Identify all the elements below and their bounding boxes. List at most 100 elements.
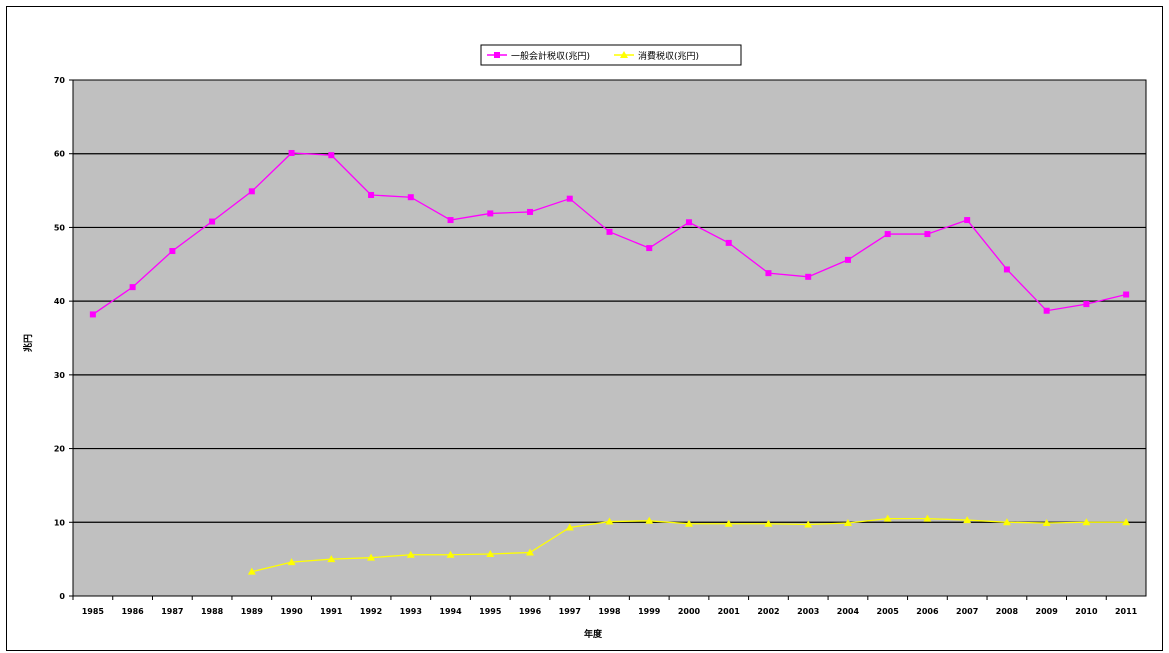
x-tick-label: 1992 [360,607,382,616]
series-1-point [1043,307,1050,314]
series-1-point [407,194,414,201]
series-2-point [565,523,574,531]
series-1-point [328,152,335,159]
series-2-point [804,520,813,528]
y-axis-ticks: 0 10 20 30 40 50 60 70 [54,76,73,601]
series-2-point [843,519,852,527]
series-1-point [606,228,613,235]
series-1-point [89,311,96,318]
x-tick-label: 2007 [956,607,978,616]
series-1 [89,149,1130,318]
y-tick-label: 70 [54,76,66,85]
series-2-point [684,519,693,527]
line-chart: 0 10 20 30 40 50 60 70 1985 1986 1987 1988 1989 1990… [22,44,1147,640]
y-tick-label: 20 [54,445,66,454]
x-tick-label: 1991 [320,607,343,616]
series-1-point [805,273,812,280]
x-tick-label: 2004 [837,607,860,616]
series-2-point [883,514,892,522]
chart-frame: 0 10 20 30 40 50 60 70 1985 1986 1987 1988 1989 1990… [6,6,1163,651]
series-2-point [1042,519,1051,527]
series-2 [247,514,1131,575]
plot-area [72,79,1147,597]
series-1-point [1083,301,1090,308]
x-tick-label: 2010 [1075,607,1098,616]
series-2-point [327,555,336,563]
legend-marker-series-2 [620,51,628,58]
x-tick-label: 1987 [161,607,183,616]
x-tick-label: 1995 [479,607,502,616]
series-2-point [247,567,256,575]
x-tick-label: 1985 [82,607,105,616]
x-tick-label: 1994 [439,607,462,616]
y-tick-label: 10 [54,518,66,527]
x-tick-label: 2005 [877,607,900,616]
series-2-point [287,558,296,566]
x-tick-label: 1998 [598,607,621,616]
series-1-point [129,284,136,291]
x-axis-title: 年度 [584,628,603,640]
series-1-point [169,248,176,255]
series-2-point [486,549,495,557]
x-tick-label: 1989 [241,607,264,616]
series-2-point [1002,518,1011,526]
x-tick-label: 2011 [1115,607,1138,616]
series-2-point [963,516,972,524]
x-tick-label: 1997 [559,607,581,616]
series-1-point [1123,291,1130,298]
x-tick-label: 1999 [638,607,661,616]
series-2-point [406,550,415,558]
series-1-point [527,208,534,215]
series-2-point [1082,518,1091,526]
series-2-point [1122,518,1131,526]
series-1-point [566,195,573,202]
series-1-point [725,239,732,246]
x-tick-label: 2002 [757,607,779,616]
series-1-point [844,256,851,263]
legend-label-series-1: 一般会計税収(兆円) [511,50,590,62]
x-tick-label: 2000 [678,607,701,616]
series-2-point [645,516,654,524]
legend-label-series-2: 消費税収(兆円) [638,50,699,62]
series-2-point [446,550,455,558]
data-series [89,149,1131,575]
x-axis-ticks: 1985 1986 1987 1988 1989 1990 1991 1992 1993 1994… [72,596,1138,616]
x-tick-label: 1990 [280,607,303,616]
series-1-point [884,231,891,238]
legend-box [480,44,742,66]
x-tick-label: 2009 [1036,607,1059,616]
series-1-point [685,219,692,226]
series-1-point [924,231,931,238]
series-1-point [487,210,494,217]
legend: 一般会計税収(兆円) 消費税収(兆円) [480,44,742,66]
series-2-point [367,553,376,561]
legend-marker-series-1 [494,52,500,58]
y-axis-title: 兆円 [22,334,34,352]
series-1-point [209,218,216,225]
series-1-point [447,217,454,224]
series-1-point [765,270,772,277]
series-1-point [964,217,971,224]
series-1-point [646,245,653,252]
x-tick-label: 2008 [996,607,1019,616]
y-tick-label: 40 [54,297,66,306]
series-2-point [605,517,614,525]
y-tick-label: 50 [54,223,66,232]
series-1-point [288,149,295,156]
x-tick-label: 2003 [797,607,819,616]
x-tick-label: 1988 [201,607,224,616]
x-tick-label: 1996 [519,607,542,616]
series-2-point [764,519,773,527]
x-tick-label: 2001 [718,607,741,616]
x-tick-label: 1993 [400,607,422,616]
series-2-point [526,548,535,556]
series-1-point [1003,266,1010,273]
y-tick-label: 0 [59,592,65,601]
series-1-point [248,188,255,195]
series-1-point [368,191,375,198]
y-tick-label: 60 [54,150,66,159]
x-tick-label: 1986 [121,607,144,616]
series-2-point [923,514,932,522]
y-tick-label: 30 [54,371,66,380]
series-2-point [724,519,733,527]
